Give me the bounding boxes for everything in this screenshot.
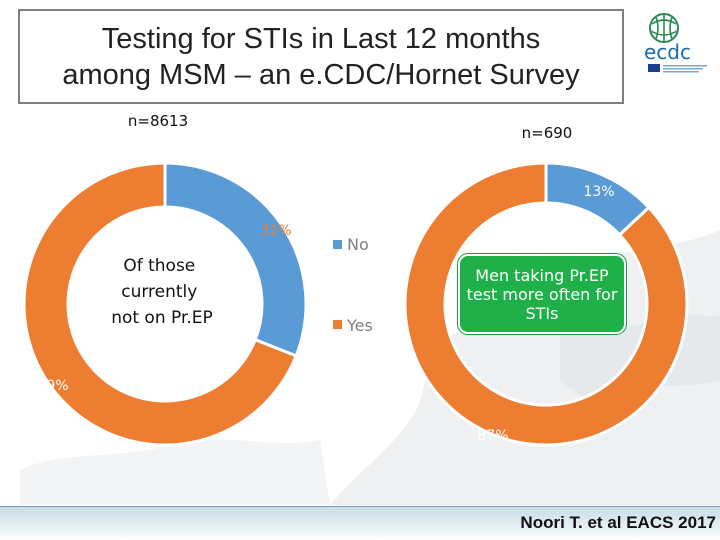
footer-bar (0, 507, 720, 540)
citation: Noori T. et al EACS 2017 (520, 513, 716, 532)
data-label-0-no: 31% (260, 223, 291, 239)
donut-chart-left: 31% 69% (22, 161, 308, 447)
legend-label-no: No (347, 235, 369, 254)
left-center-label-line2: currently (121, 282, 197, 302)
data-label-1-yes: 87% (477, 428, 508, 444)
callout-box: Men taking Pr.EP test more often for STI… (458, 254, 626, 334)
callout-text: Men taking Pr.EP test more often for STI… (466, 265, 618, 323)
left-chart-subtitle: n=8613 (128, 112, 188, 130)
left-center-label-line1: Of those (123, 256, 195, 276)
donut-chart-right: 13% 87% (403, 161, 689, 447)
legend-swatch-no (333, 240, 342, 249)
donut-slice-0-yes (22, 161, 299, 447)
legend: No Yes (333, 235, 373, 335)
ecdc-logo: ecdc (634, 6, 716, 76)
right-chart-subtitle: n=690 (522, 124, 573, 142)
data-label-1-no: 13% (583, 184, 614, 200)
legend-label-yes: Yes (346, 316, 373, 335)
data-label-0-yes: 69% (37, 378, 68, 394)
legend-swatch-yes (333, 320, 342, 329)
title-box: Testing for STIs in Last 12 months among… (18, 9, 624, 104)
left-center-label: Of those currently not on Pr.EP (111, 256, 213, 328)
left-center-label-line3: not on Pr.EP (111, 308, 213, 328)
donut-slice-1-yes (403, 161, 689, 447)
ecdc-logo-icon: ecdc (644, 13, 707, 73)
slide-title: Testing for STIs in Last 12 months among… (62, 22, 580, 91)
logo-text: ecdc (644, 40, 691, 64)
